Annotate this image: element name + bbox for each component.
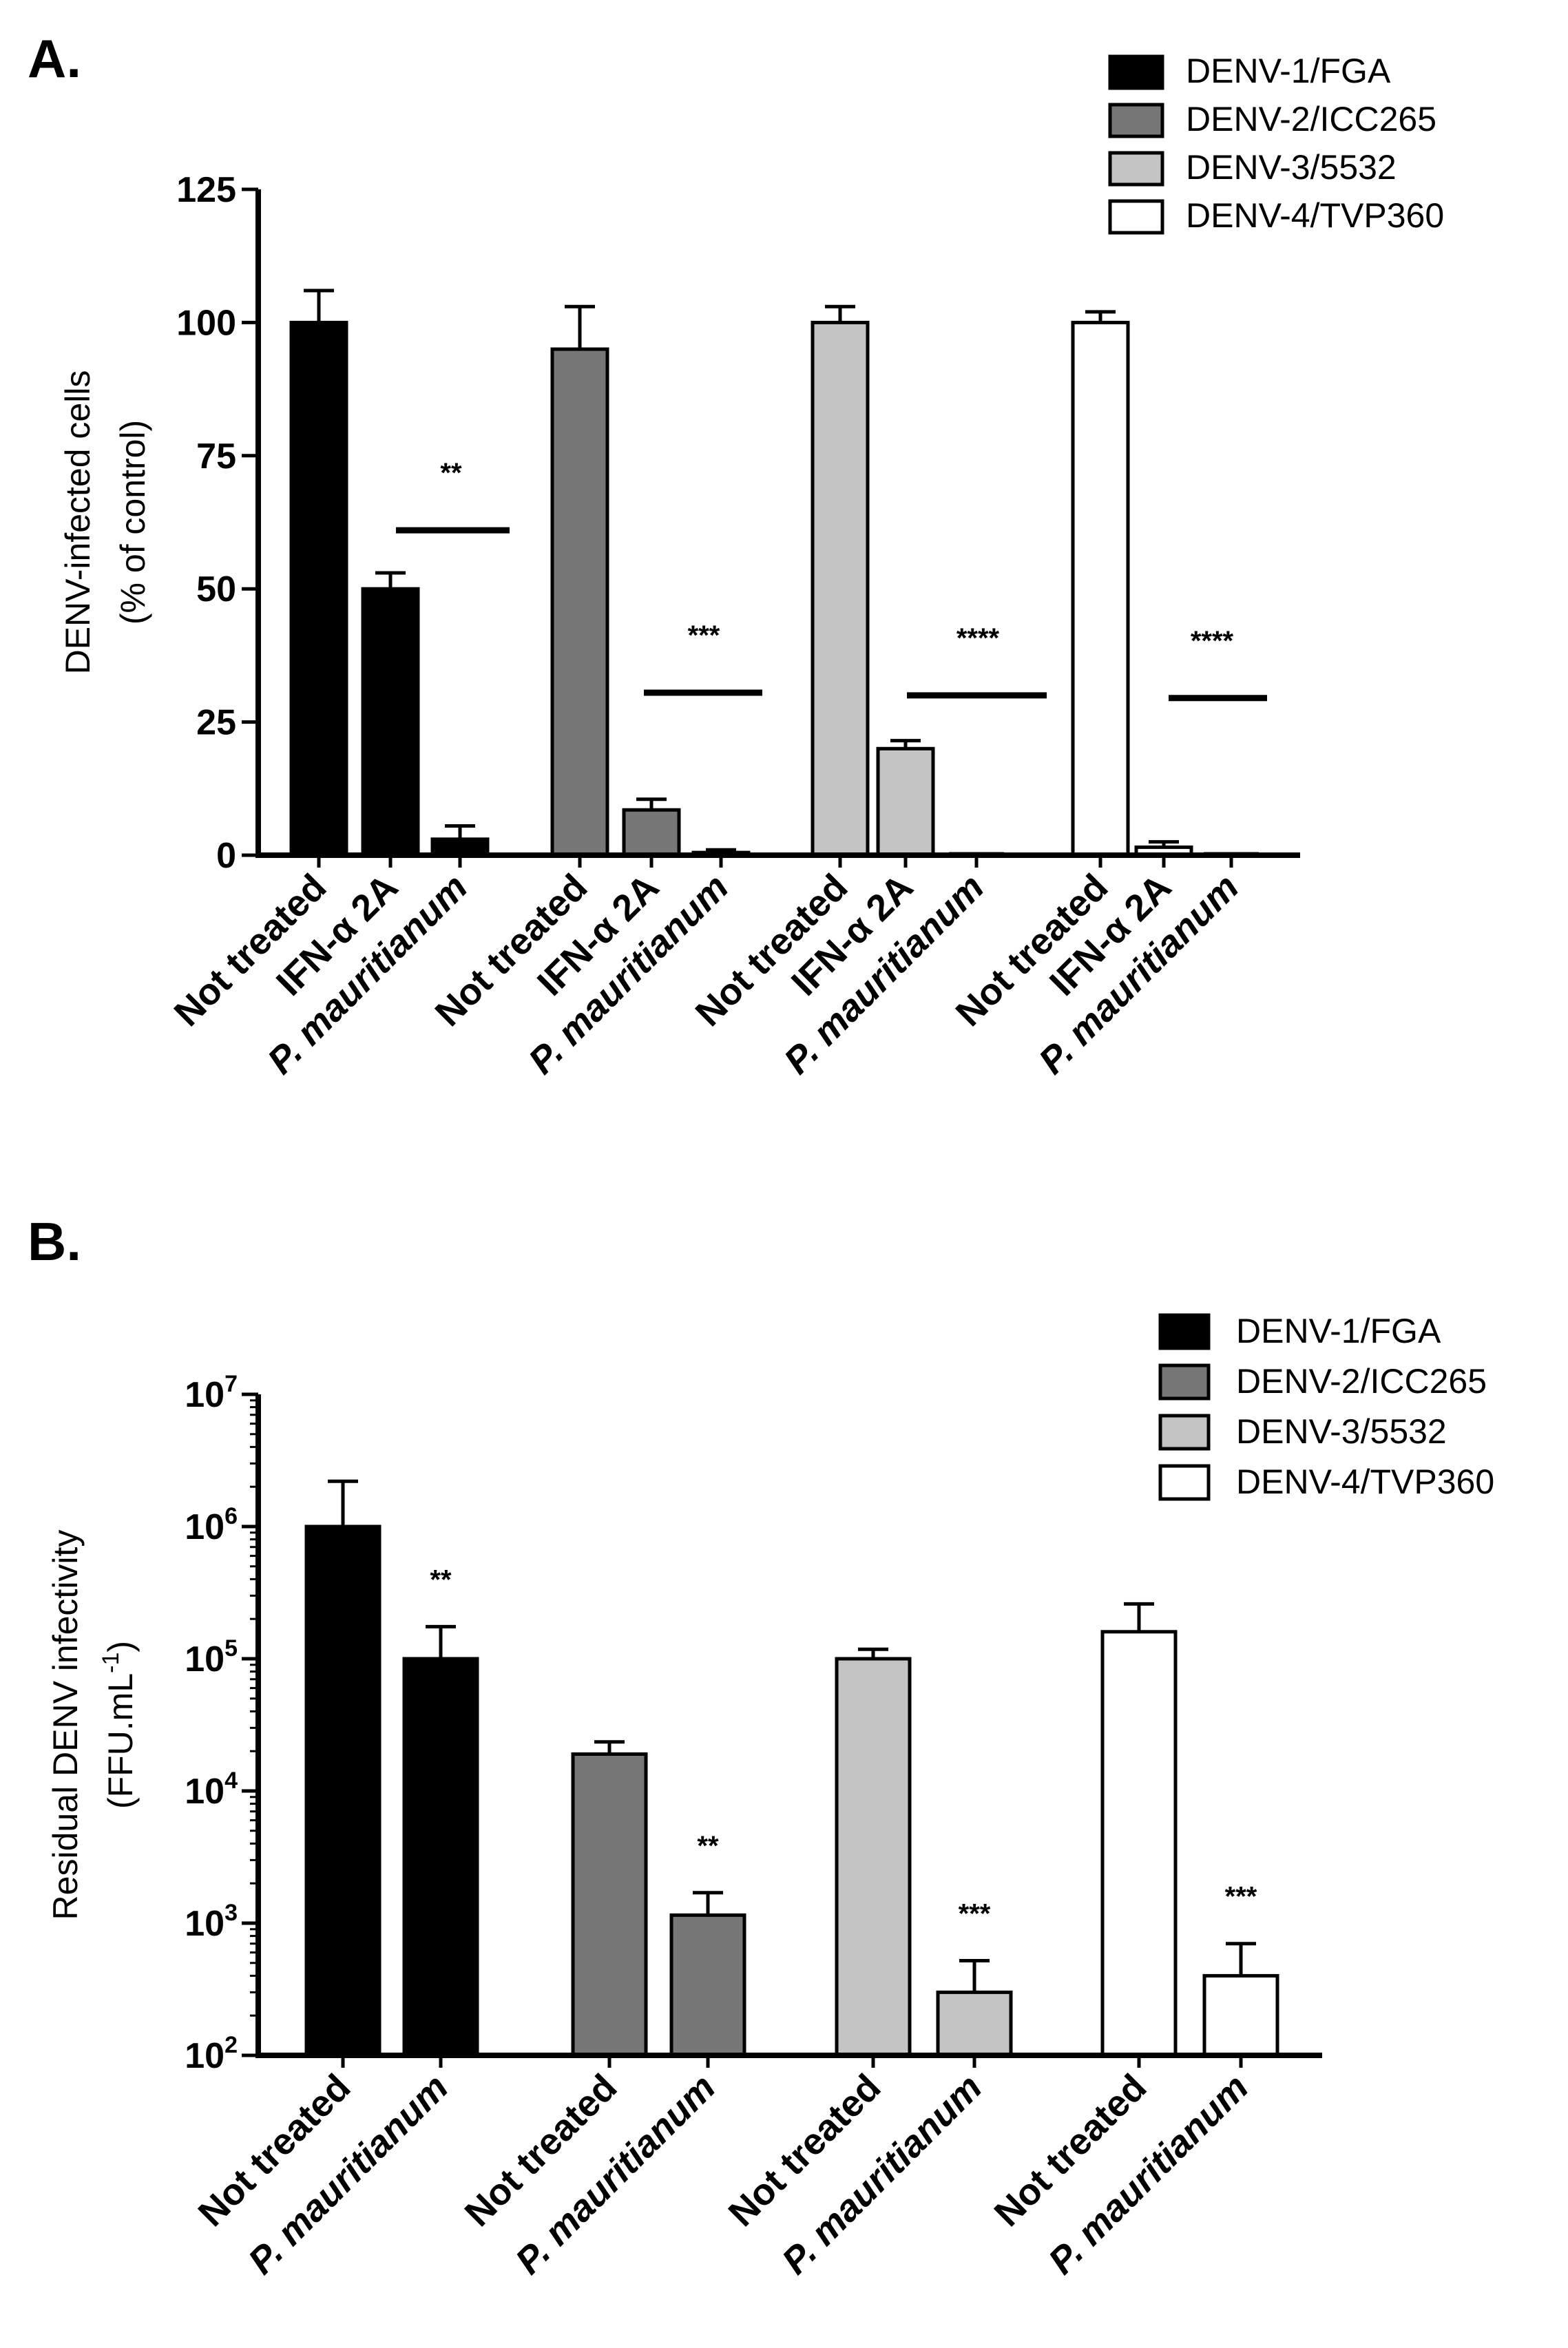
legend-label: DENV-4/TVP360 — [1236, 1463, 1494, 1501]
significance-label: *** — [1225, 1882, 1257, 1912]
y-tick-exponent: 4 — [224, 1768, 238, 1794]
bar — [622, 808, 681, 857]
bar — [1100, 1630, 1178, 2057]
y-tick-exponent: 2 — [224, 2032, 238, 2058]
y-tick-exponent: 5 — [224, 1635, 238, 1662]
bar — [1202, 1973, 1279, 2057]
bar — [304, 1524, 381, 2057]
y-tick-label: 0 — [216, 836, 236, 876]
y-tick-label: 103 — [185, 1900, 238, 1944]
legend-label: DENV-4/TVP360 — [1186, 196, 1444, 235]
y-tick-base: 10 — [185, 1904, 224, 1944]
significance-label: *** — [959, 1899, 991, 1929]
panel-b: B. DENV-1/FGA DENV-2/ICC265 DENV-3/5532 DENV… — [28, 1211, 1494, 2282]
y-tick-base: 10 — [185, 1639, 224, 1679]
legend-label: DENV-1/FGA — [1236, 1312, 1441, 1350]
significance-label: ** — [697, 1831, 719, 1861]
y-tick-label: 105 — [185, 1635, 238, 1679]
legend-swatch — [1108, 199, 1164, 235]
significance-label: *** — [688, 620, 720, 651]
y-axis-label: DENV-infected cells — [59, 370, 97, 675]
y-tick-label: 25 — [196, 703, 236, 743]
legend-swatch — [1158, 1313, 1211, 1350]
legend-swatch — [1158, 1363, 1211, 1401]
panel-label: B. — [28, 1211, 81, 1272]
legend-label: DENV-3/5532 — [1186, 148, 1397, 187]
legend-label: DENV-2/ICC265 — [1186, 100, 1436, 138]
y-axis-label: Residual DENV infectivity — [46, 1530, 85, 1920]
significance-label: **** — [1191, 626, 1234, 656]
y-axis-units-exponent: -1 — [98, 1653, 124, 1673]
y-axis-units-close: ) — [101, 1641, 140, 1653]
panel-label: A. — [28, 28, 81, 89]
y-tick-base: 10 — [185, 1375, 224, 1415]
significance-label: **** — [957, 623, 1000, 653]
bar — [1071, 320, 1130, 857]
y-tick-label: 107 — [185, 1371, 238, 1415]
y-tick-label: 100 — [176, 303, 236, 343]
significance-label: ** — [430, 1564, 452, 1595]
legend-swatch — [1108, 54, 1164, 90]
bar — [571, 1752, 648, 2057]
y-tick-base: 10 — [185, 2036, 224, 2076]
x-tick-label-text: mauritianum — [269, 2066, 457, 2254]
y-axis-label-units: (% of control) — [114, 420, 152, 625]
bar — [811, 320, 870, 857]
x-tick-label-text: mauritianum — [536, 2066, 724, 2254]
bar — [835, 1657, 912, 2057]
panel-a: A. DENV-1/FGA DENV-2/ICC265 DENV-3/5532 DENV… — [28, 28, 1444, 1082]
y-axis-units-text: (% of control) — [114, 420, 152, 625]
legend-swatch — [1158, 1464, 1211, 1501]
bar — [876, 746, 935, 857]
significance-label: ** — [440, 458, 462, 488]
y-tick-base: 10 — [185, 1507, 224, 1547]
y-tick-label: 104 — [185, 1768, 238, 1812]
bar — [550, 347, 609, 857]
legend-swatch — [1158, 1414, 1211, 1451]
y-tick-exponent: 3 — [224, 1900, 238, 1926]
y-axis-units-text: (FFU.mL — [101, 1673, 140, 1809]
y-tick-label: 102 — [185, 2032, 238, 2076]
legend-label: DENV-3/5532 — [1236, 1412, 1447, 1451]
y-tick-exponent: 6 — [224, 1503, 238, 1529]
bar — [402, 1657, 479, 2057]
legend-swatch — [1108, 103, 1164, 138]
legend-label: DENV-2/ICC265 — [1236, 1362, 1487, 1401]
legend-label: DENV-1/FGA — [1186, 52, 1391, 90]
y-axis-label-units: (FFU.mL-1) — [98, 1641, 140, 1809]
bar — [289, 320, 348, 857]
legend-swatch — [1108, 151, 1164, 187]
bar — [669, 1913, 746, 2057]
bar — [936, 1990, 1013, 2057]
y-tick-exponent: 7 — [224, 1371, 238, 1397]
bar — [361, 587, 420, 857]
y-tick-label: 50 — [196, 569, 236, 609]
y-tick-label: 106 — [185, 1503, 238, 1547]
y-tick-label: 125 — [176, 170, 236, 210]
y-tick-base: 10 — [185, 1772, 224, 1812]
y-tick-label: 75 — [196, 437, 236, 476]
